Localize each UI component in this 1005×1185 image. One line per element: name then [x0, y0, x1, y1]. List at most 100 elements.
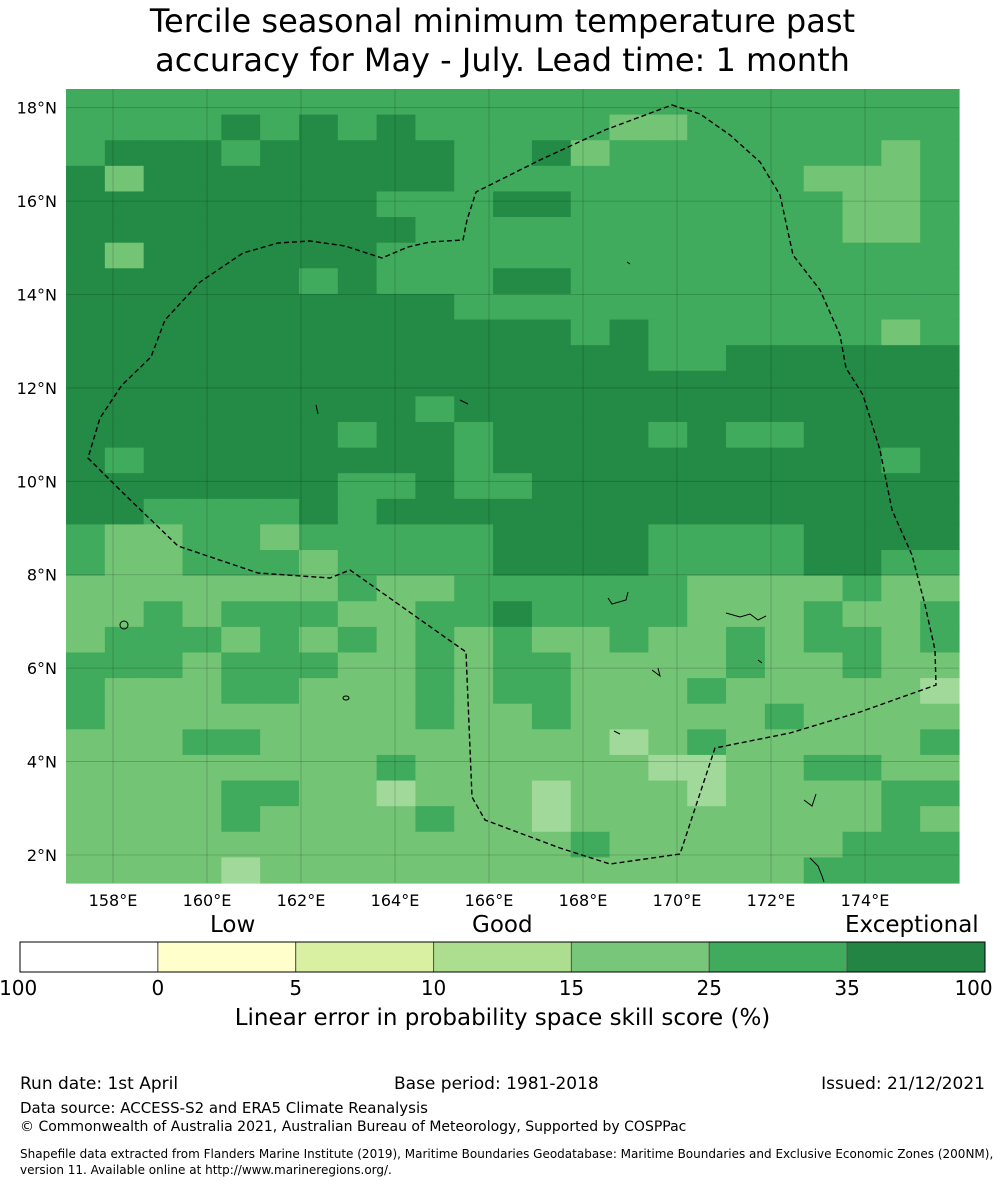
grid-cell — [726, 165, 766, 193]
grid-cell — [570, 396, 611, 423]
grid-cell — [570, 678, 611, 705]
grid-cell — [182, 165, 222, 193]
grid-cell — [104, 191, 145, 218]
grid-cell — [764, 89, 805, 116]
grid-cell — [66, 652, 106, 679]
grid-cell — [493, 114, 533, 141]
grid-cell — [726, 601, 766, 628]
grid-cell — [920, 575, 960, 602]
grid-cell — [298, 89, 339, 116]
grid-cell — [764, 165, 805, 193]
grid-cell — [260, 729, 300, 756]
grid-cell — [803, 601, 844, 628]
grid-cell — [881, 217, 921, 244]
grid-cell — [415, 498, 455, 526]
grid-cell — [337, 806, 378, 833]
grid-cell — [376, 524, 417, 551]
grid-cell — [337, 140, 378, 167]
grid-cell — [531, 421, 572, 449]
grid-cell — [298, 114, 339, 141]
grid-cell — [531, 370, 572, 397]
grid-cell — [221, 114, 261, 141]
grid-cell — [609, 242, 649, 269]
grid-cell — [493, 293, 533, 321]
grid-cell — [143, 345, 184, 372]
grid-cell — [609, 293, 649, 321]
grid-cell — [104, 780, 145, 807]
grid-cell — [881, 652, 921, 679]
grid-cell — [803, 678, 844, 705]
grid-cell — [376, 473, 417, 500]
grid-cell — [104, 293, 145, 321]
grid-cell — [842, 754, 882, 782]
grid-cell — [260, 396, 300, 423]
grid-cell — [376, 370, 417, 397]
grid-cell — [143, 754, 184, 782]
grid-cell — [609, 114, 649, 141]
grid-cell — [415, 473, 455, 500]
grid-cell — [66, 421, 106, 449]
grid-cell — [570, 319, 611, 346]
grid-cell — [104, 626, 145, 654]
grid-cell — [66, 601, 106, 628]
grid-cell — [764, 550, 805, 577]
grid-cell — [66, 345, 106, 372]
grid-cell — [337, 678, 378, 705]
grid-cell — [726, 857, 766, 884]
grid-cell — [104, 114, 145, 141]
grid-cell — [531, 319, 572, 346]
grid-cell — [803, 498, 844, 526]
grid-cell — [337, 421, 378, 449]
grid-cell — [182, 575, 222, 602]
grid-cell — [143, 524, 184, 551]
grid-cell — [66, 140, 106, 167]
grid-cell — [609, 370, 649, 397]
grid-cell — [570, 754, 611, 782]
grid-cell — [376, 345, 417, 372]
grid-cell — [454, 857, 494, 884]
grid-cell — [531, 524, 572, 551]
grid-cell — [531, 89, 572, 116]
island — [613, 730, 621, 735]
grid-cell — [493, 370, 533, 397]
grid-cell — [764, 754, 805, 782]
grid-cell — [920, 857, 960, 884]
grid-cell — [221, 191, 261, 218]
grid-cell — [415, 601, 455, 628]
grid-cell — [920, 319, 960, 346]
grid-cell — [182, 268, 222, 295]
grid-cell — [493, 89, 533, 116]
grid-cell — [920, 396, 960, 423]
grid-cell — [260, 319, 300, 346]
grid-cell — [726, 754, 766, 782]
grid-cell — [143, 191, 184, 218]
grid-cell — [493, 729, 533, 756]
grid-cell — [687, 575, 727, 602]
grid-cell — [920, 473, 960, 500]
grid-cell — [298, 857, 339, 884]
grid-cell — [337, 293, 378, 321]
grid-cell — [881, 89, 921, 116]
grid-cell — [803, 345, 844, 372]
grid-cell — [570, 780, 611, 807]
grid-cell — [454, 345, 494, 372]
grid-cell — [881, 754, 921, 782]
grid-cell — [182, 831, 222, 858]
grid-cell — [260, 191, 300, 218]
grid-cell — [493, 268, 533, 295]
colorbar-segment — [846, 941, 986, 973]
grid-cell — [493, 806, 533, 833]
grid-cell — [920, 703, 960, 730]
grid-cell — [104, 575, 145, 602]
grid-cell — [842, 319, 882, 346]
grid-cell — [648, 831, 688, 858]
grid-cell — [881, 421, 921, 449]
grid-cell — [687, 242, 727, 269]
longitude-label: 162°E — [277, 891, 326, 910]
grid-cell — [531, 268, 572, 295]
grid-cell — [66, 857, 106, 884]
grid-cell — [104, 140, 145, 167]
grid-cell — [648, 242, 688, 269]
grid-cell — [493, 652, 533, 679]
grid-cell — [298, 806, 339, 833]
